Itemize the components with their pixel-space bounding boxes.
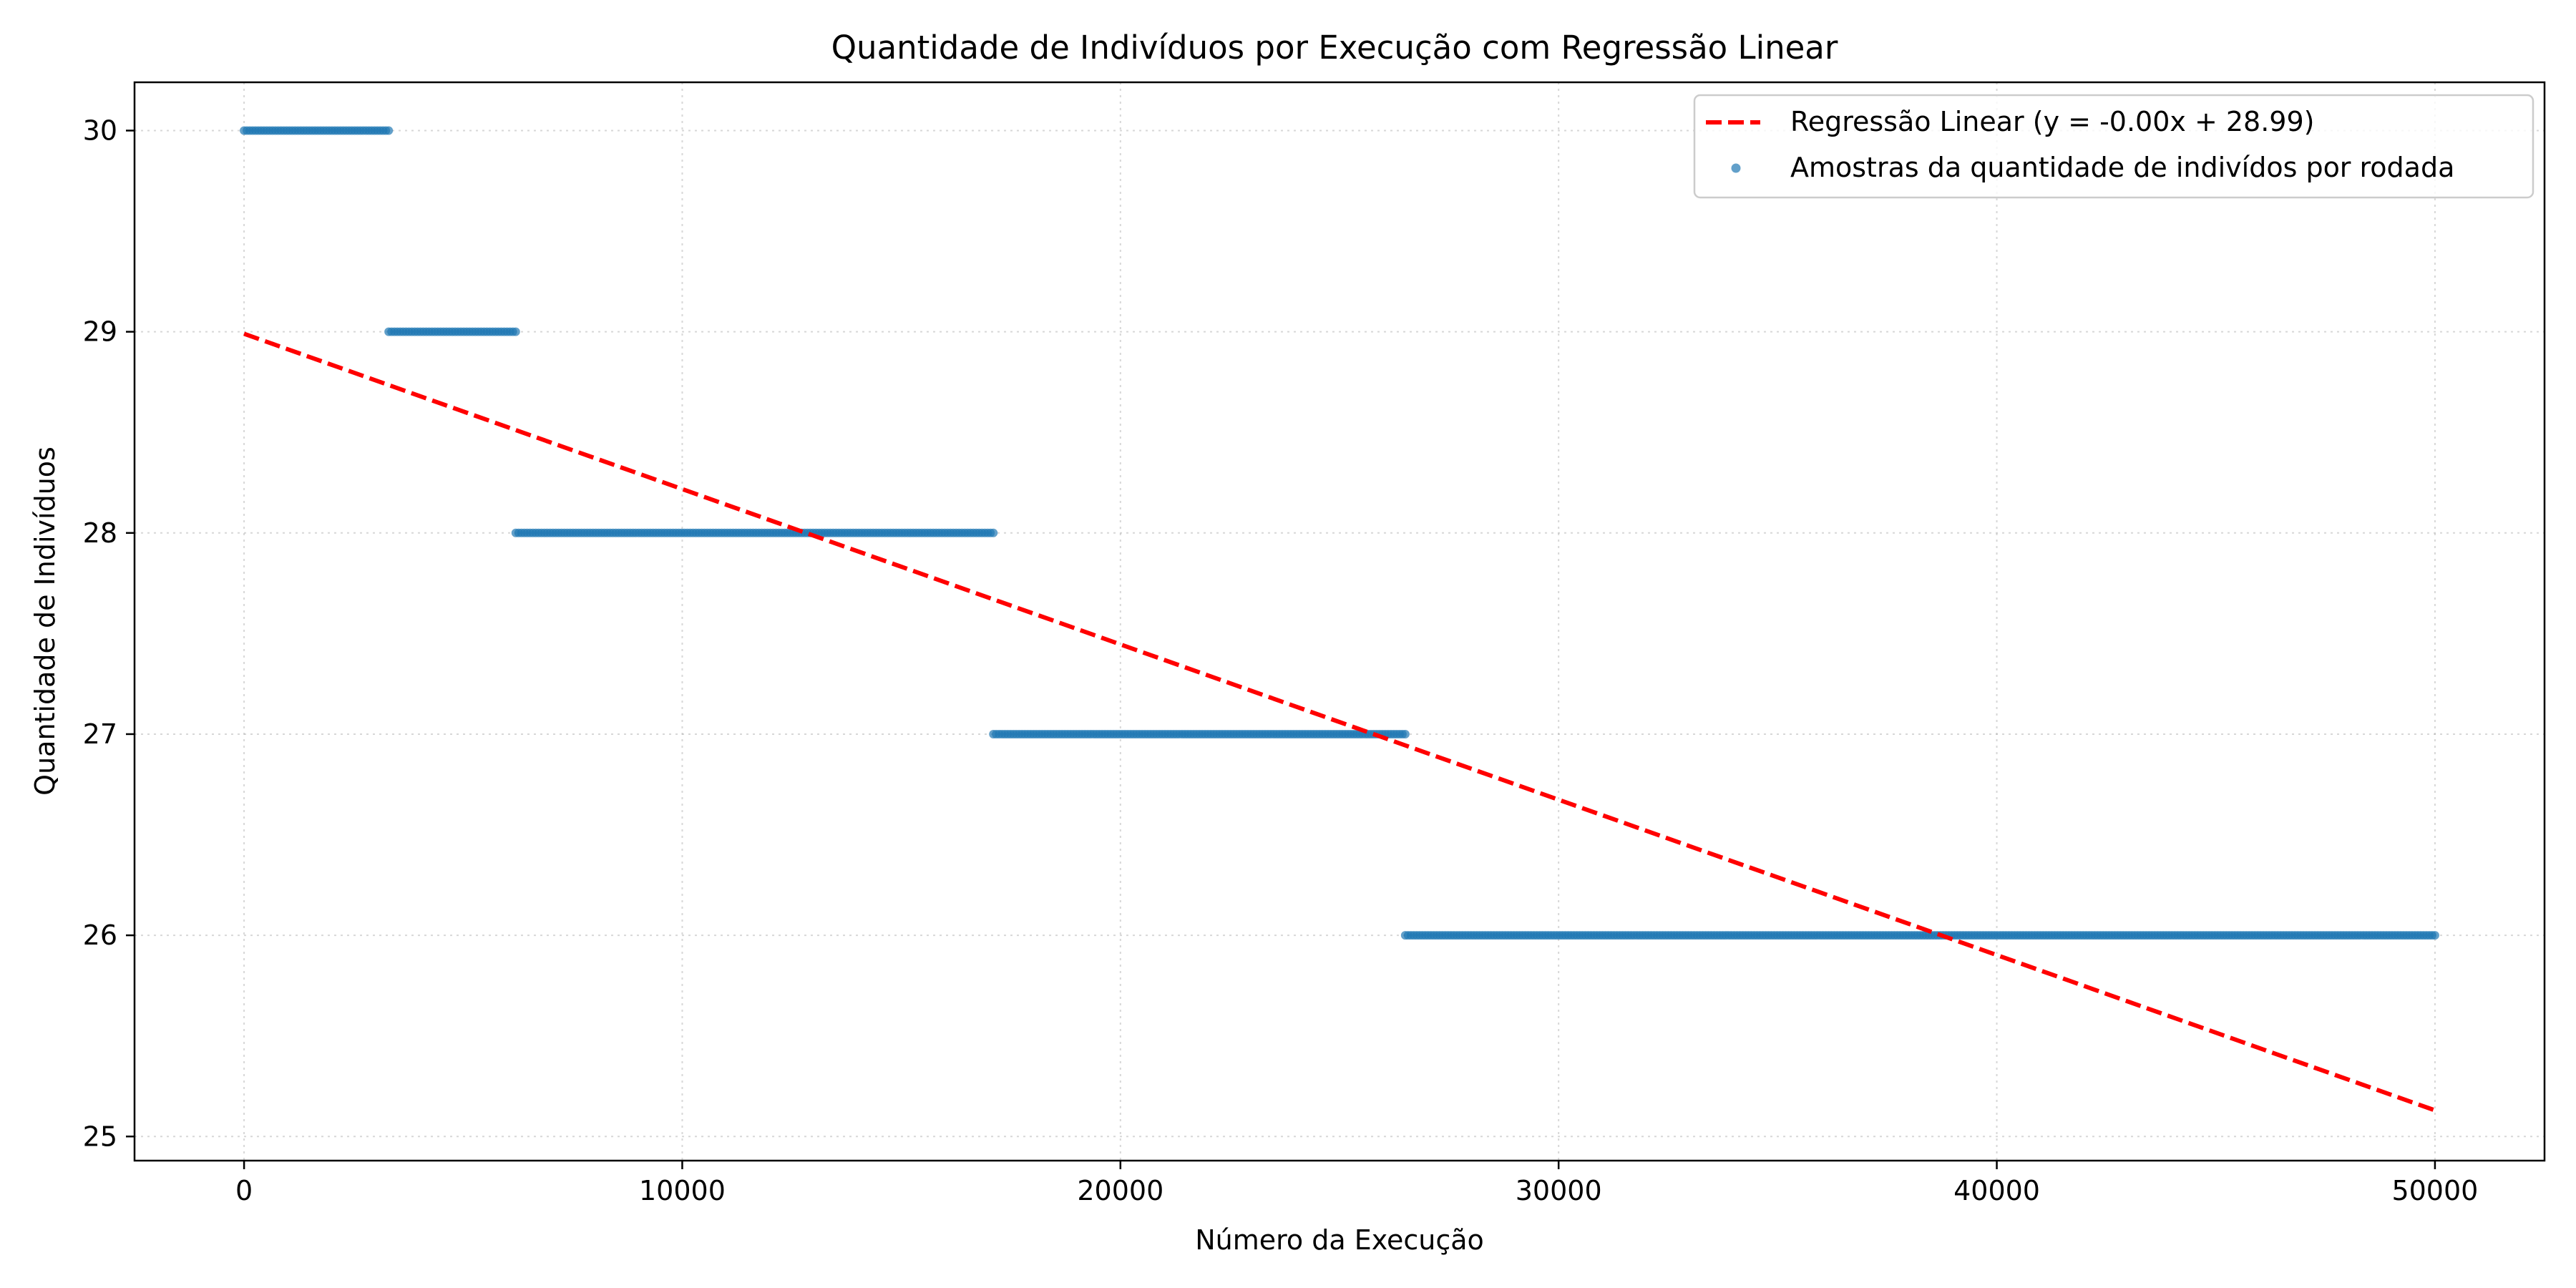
chart-title: Quantidade de Indivíduos por Execução co… <box>831 29 1838 67</box>
y-tick-label: 30 <box>83 114 117 146</box>
y-tick-label: 28 <box>83 517 117 549</box>
x-axis-label: Número da Execução <box>1195 1224 1484 1256</box>
y-tick-label: 29 <box>83 316 117 348</box>
legend-regression-label: Regressão Linear (y = -0.00x + 28.99) <box>1790 106 2314 137</box>
sample-point <box>384 126 394 135</box>
sample-point <box>989 528 998 537</box>
x-tick-label: 20000 <box>1077 1175 1163 1206</box>
x-tick-label: 30000 <box>1516 1175 1602 1206</box>
sample-point <box>2430 931 2439 940</box>
sample-segment <box>240 126 394 135</box>
sample-segment <box>384 327 520 336</box>
x-axis-ticks: 0 10000 20000 30000 40000 50000 <box>235 1161 2478 1206</box>
y-tick-label: 27 <box>83 718 117 750</box>
sample-point <box>511 327 520 336</box>
sample-segment <box>511 528 998 537</box>
sample-segment <box>989 729 1410 738</box>
legend-box <box>1693 94 2534 199</box>
legend: Regressão Linear (y = -0.00x + 28.99) Am… <box>1693 94 2534 199</box>
regression-line-group <box>243 331 2436 1113</box>
y-axis-label: Quantidade de Indivíduos <box>29 447 61 796</box>
x-tick-label: 50000 <box>2391 1175 2478 1206</box>
y-tick-label: 26 <box>83 919 117 951</box>
x-tick-label: 10000 <box>639 1175 726 1206</box>
x-tick-label: 0 <box>235 1175 253 1206</box>
legend-samples-swatch <box>1731 163 1741 173</box>
sample-point <box>1400 729 1410 738</box>
y-tick-label: 25 <box>83 1121 117 1152</box>
plot-area-frame <box>133 81 2546 1162</box>
x-tick-label: 40000 <box>1953 1175 2040 1206</box>
regression-line <box>243 331 2436 1113</box>
sample-points <box>240 126 2439 940</box>
legend-samples-label: Amostras da quantidade de indivídos por … <box>1790 152 2454 183</box>
y-axis-ticks: 25 26 27 28 29 30 <box>83 114 135 1152</box>
sample-segment <box>1400 931 2439 940</box>
